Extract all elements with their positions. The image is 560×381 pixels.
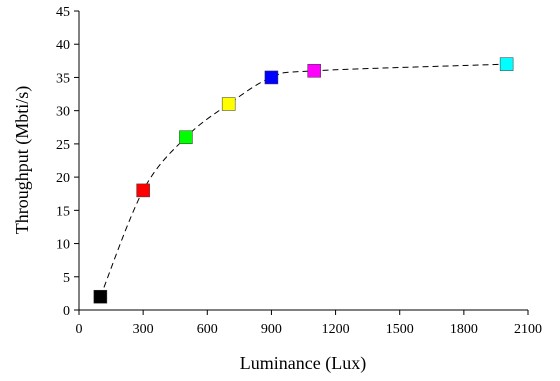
x-tick-label: 2100 xyxy=(514,322,542,337)
y-axis-title: Throughput (Mbti/s) xyxy=(12,86,33,235)
x-tick-label: 300 xyxy=(133,322,154,337)
x-tick-label: 1500 xyxy=(386,322,414,337)
points-layer xyxy=(93,57,514,304)
x-axis-title: Luminance (Lux) xyxy=(240,353,366,374)
x-tick-label: 600 xyxy=(197,322,218,337)
y-tick-label: 15 xyxy=(56,204,70,219)
dashed-connector-line xyxy=(99,63,507,297)
y-tick-label: 20 xyxy=(56,171,70,186)
y-tick-label: 40 xyxy=(56,38,70,53)
y-tick-label: 35 xyxy=(56,71,70,86)
data-point-marker xyxy=(307,64,321,78)
x-tick-label: 1800 xyxy=(450,322,478,337)
ticks-layer: 0 5 10 15 20 25 30 35 40 45 0 300 600 900 1200 1500 1800… xyxy=(56,5,542,337)
y-tick-label: 10 xyxy=(56,238,70,253)
data-point-marker xyxy=(264,70,279,85)
y-tick-label: 5 xyxy=(63,271,70,286)
data-point-marker xyxy=(179,130,193,144)
data-point-marker xyxy=(499,57,514,71)
data-point-marker xyxy=(136,183,150,198)
data-point-marker xyxy=(221,97,236,111)
y-tick-label: 0 xyxy=(63,304,70,319)
x-tick-label: 1200 xyxy=(322,322,350,337)
data-point-marker xyxy=(93,289,108,304)
y-tick-label: 45 xyxy=(56,5,70,20)
y-tick-label: 25 xyxy=(56,138,70,153)
x-tick-label: 0 xyxy=(76,322,83,337)
x-tick-label: 900 xyxy=(261,322,282,337)
y-tick-label: 30 xyxy=(56,105,70,120)
